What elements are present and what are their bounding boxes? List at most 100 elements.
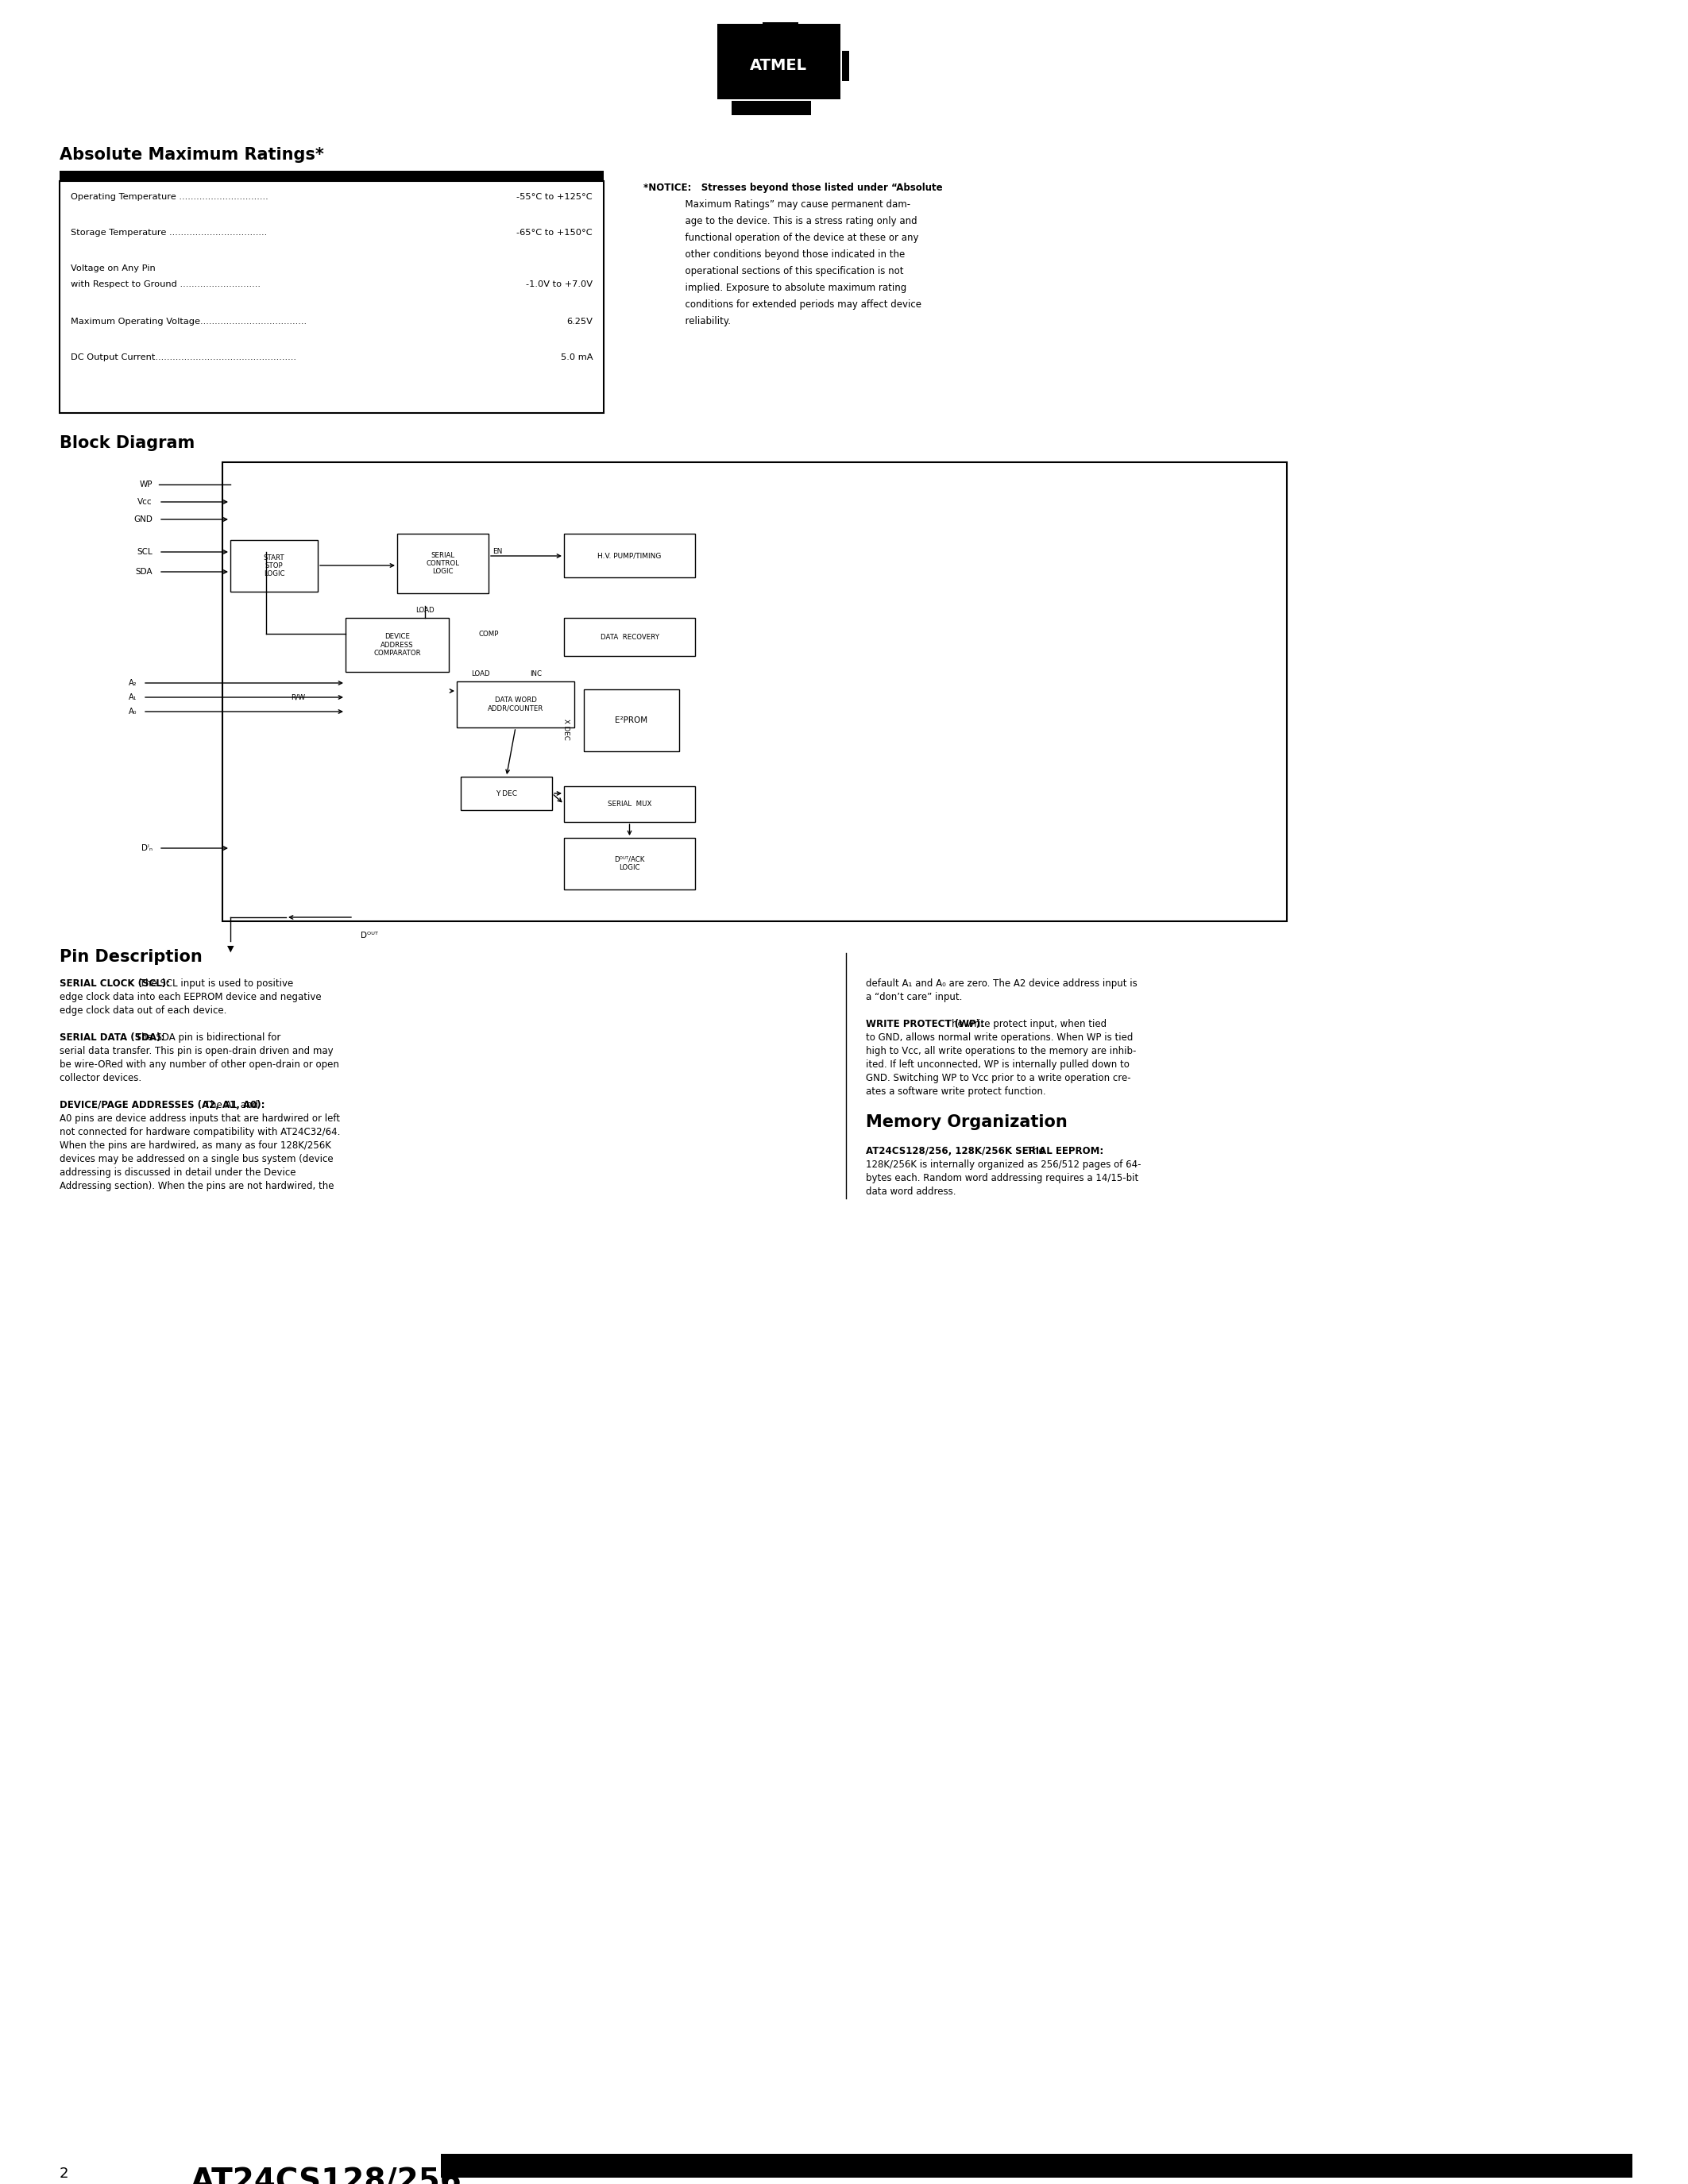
Text: The: The — [1025, 1147, 1045, 1155]
Text: AT24CS128/256, 128K/256K SERIAL EEPROM:: AT24CS128/256, 128K/256K SERIAL EEPROM: — [866, 1147, 1104, 1155]
Text: A0 pins are device address inputs that are hardwired or left: A0 pins are device address inputs that a… — [59, 1114, 339, 1125]
Text: collector devices.: collector devices. — [59, 1072, 142, 1083]
Text: INC: INC — [530, 670, 542, 677]
Bar — [731, 100, 810, 116]
Text: SERIAL  MUX: SERIAL MUX — [608, 802, 652, 808]
Text: Memory Organization: Memory Organization — [866, 1114, 1067, 1129]
Text: a “don’t care” input.: a “don’t care” input. — [866, 992, 962, 1002]
Text: age to the device. This is a stress rating only and: age to the device. This is a stress rati… — [643, 216, 917, 227]
Text: 2: 2 — [59, 2167, 69, 2182]
Text: 128K/256K is internally organized as 256/512 pages of 64-: 128K/256K is internally organized as 256… — [866, 1160, 1141, 1171]
Text: The SCL input is used to positive: The SCL input is used to positive — [137, 978, 294, 989]
Text: other conditions beyond those indicated in the: other conditions beyond those indicated … — [643, 249, 905, 260]
Text: DATA  RECOVERY: DATA RECOVERY — [601, 633, 658, 640]
Text: DEVICE
ADDRESS
COMPARATOR: DEVICE ADDRESS COMPARATOR — [373, 633, 420, 657]
Text: X DEC: X DEC — [562, 719, 571, 740]
Text: ited. If left unconnected, WP is internally pulled down to: ited. If left unconnected, WP is interna… — [866, 1059, 1129, 1070]
Text: SDA: SDA — [135, 568, 152, 577]
Text: H.V. PUMP/TIMING: H.V. PUMP/TIMING — [598, 553, 662, 559]
Text: data word address.: data word address. — [866, 1186, 955, 1197]
Text: operational sections of this specification is not: operational sections of this specificati… — [643, 266, 903, 277]
Text: be wire-ORed with any number of other open-drain or open: be wire-ORed with any number of other op… — [59, 1059, 339, 1070]
Text: LOAD: LOAD — [415, 607, 434, 614]
Text: with Respect to Ground ............................: with Respect to Ground .................… — [71, 280, 260, 288]
Text: A₁: A₁ — [128, 692, 137, 701]
Text: A₂: A₂ — [128, 679, 137, 688]
Bar — [59, 181, 604, 413]
Text: 6.25V: 6.25V — [567, 317, 592, 325]
Text: Maximum Operating Voltage.....................................: Maximum Operating Voltage...............… — [71, 317, 307, 325]
Bar — [763, 22, 798, 31]
Text: ▼: ▼ — [226, 946, 233, 952]
Text: SERIAL DATA (SDA):: SERIAL DATA (SDA): — [59, 1033, 165, 1042]
Text: Absolute Maximum Ratings*: Absolute Maximum Ratings* — [59, 146, 324, 164]
Text: reliability.: reliability. — [643, 317, 731, 325]
Text: EN: EN — [493, 548, 503, 555]
Text: Operating Temperature ...............................: Operating Temperature ..................… — [71, 192, 268, 201]
Text: The SDA pin is bidirectional for: The SDA pin is bidirectional for — [132, 1033, 280, 1042]
Bar — [564, 618, 695, 655]
Text: Maximum Ratings” may cause permanent dam-: Maximum Ratings” may cause permanent dam… — [643, 199, 910, 210]
Text: functional operation of the device at these or any: functional operation of the device at th… — [643, 234, 918, 242]
Text: Dᴼᵁᵀ/ACK
LOGIC: Dᴼᵁᵀ/ACK LOGIC — [614, 856, 645, 871]
Text: Dᴼᵁᵀ: Dᴼᵁᵀ — [361, 933, 378, 939]
Text: -55°C to +125°C: -55°C to +125°C — [517, 192, 592, 201]
Bar — [564, 839, 695, 889]
Bar — [461, 778, 552, 810]
Text: -65°C to +150°C: -65°C to +150°C — [517, 229, 592, 236]
Text: bytes each. Random word addressing requires a 14/15-bit: bytes each. Random word addressing requi… — [866, 1173, 1138, 1184]
Text: not connected for hardware compatibility with AT24C32/64.: not connected for hardware compatibility… — [59, 1127, 341, 1138]
Bar — [230, 539, 317, 592]
Text: SERIAL CLOCK (SCL):: SERIAL CLOCK (SCL): — [59, 978, 170, 989]
Text: SERIAL
CONTROL
LOGIC: SERIAL CONTROL LOGIC — [425, 553, 459, 574]
Text: *NOTICE:   Stresses beyond those listed under “Absolute: *NOTICE: Stresses beyond those listed un… — [643, 183, 942, 192]
Text: Dᴵₙ: Dᴵₙ — [142, 845, 152, 852]
Text: Pin Description: Pin Description — [59, 950, 203, 965]
Text: AT24CS128/256: AT24CS128/256 — [191, 2167, 463, 2184]
Text: The write protect input, when tied: The write protect input, when tied — [944, 1020, 1107, 1029]
Text: devices may be addressed on a single bus system (device: devices may be addressed on a single bus… — [59, 1153, 333, 1164]
Bar — [842, 50, 849, 81]
Text: WP: WP — [140, 480, 152, 489]
Bar — [223, 463, 1286, 922]
Bar — [397, 533, 488, 594]
Text: A₀: A₀ — [128, 708, 137, 716]
Text: conditions for extended periods may affect device: conditions for extended periods may affe… — [643, 299, 922, 310]
Text: Addressing section). When the pins are not hardwired, the: Addressing section). When the pins are n… — [59, 1182, 334, 1190]
Bar — [59, 170, 604, 181]
Bar — [564, 786, 695, 821]
Bar — [457, 681, 574, 727]
Text: R/W: R/W — [290, 695, 306, 701]
Text: START
STOP
LOGIC: START STOP LOGIC — [263, 555, 285, 579]
Text: edge clock data into each EEPROM device and negative: edge clock data into each EEPROM device … — [59, 992, 321, 1002]
Bar — [584, 690, 679, 751]
Text: serial data transfer. This pin is open-drain driven and may: serial data transfer. This pin is open-d… — [59, 1046, 333, 1057]
Bar — [564, 533, 695, 577]
Text: DATA WORD
ADDR/COUNTER: DATA WORD ADDR/COUNTER — [488, 697, 544, 712]
Text: -1.0V to +7.0V: -1.0V to +7.0V — [527, 280, 592, 288]
Text: ATMEL: ATMEL — [749, 57, 807, 72]
Bar — [717, 24, 841, 98]
Text: ates a software write protect function.: ates a software write protect function. — [866, 1085, 1047, 1096]
Text: The A1 and: The A1 and — [201, 1101, 258, 1109]
Text: When the pins are hardwired, as many as four 128K/256K: When the pins are hardwired, as many as … — [59, 1140, 331, 1151]
Text: default A₁ and A₀ are zero. The A2 device address input is: default A₁ and A₀ are zero. The A2 devic… — [866, 978, 1138, 989]
Text: 5.0 mA: 5.0 mA — [560, 354, 592, 360]
Text: to GND, allows normal write operations. When WP is tied: to GND, allows normal write operations. … — [866, 1033, 1133, 1042]
Text: addressing is discussed in detail under the Device: addressing is discussed in detail under … — [59, 1168, 295, 1177]
Text: WRITE PROTECT (WP):: WRITE PROTECT (WP): — [866, 1020, 984, 1029]
Bar — [346, 618, 449, 673]
Text: Storage Temperature ..................................: Storage Temperature ....................… — [71, 229, 267, 236]
Text: Block Diagram: Block Diagram — [59, 435, 194, 452]
Text: DC Output Current.................................................: DC Output Current.......................… — [71, 354, 297, 360]
Text: SCL: SCL — [137, 548, 152, 557]
Text: Voltage on Any Pin: Voltage on Any Pin — [71, 264, 155, 273]
Text: Vᴄᴄ: Vᴄᴄ — [138, 498, 152, 507]
Text: Y DEC: Y DEC — [496, 791, 517, 797]
Text: COMP: COMP — [478, 631, 498, 638]
Text: implied. Exposure to absolute maximum rating: implied. Exposure to absolute maximum ra… — [643, 282, 906, 293]
Text: GND. Switching WP to Vᴄᴄ prior to a write operation cre-: GND. Switching WP to Vᴄᴄ prior to a writ… — [866, 1072, 1131, 1083]
Text: GND: GND — [133, 515, 152, 524]
Text: E²PROM: E²PROM — [614, 716, 648, 725]
Text: edge clock data out of each device.: edge clock data out of each device. — [59, 1005, 226, 1016]
